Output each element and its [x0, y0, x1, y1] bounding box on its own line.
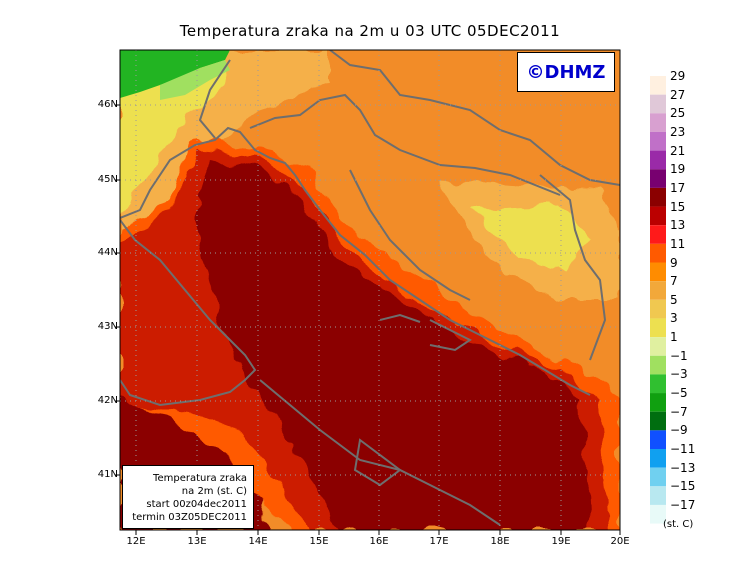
colorbar-level-label: 21 [670, 143, 686, 158]
dhmz-logo: ©DHMZ [517, 52, 615, 92]
lat-label: 42N [97, 395, 118, 406]
field-yellow-east [470, 205, 590, 270]
colorbar-swatch [650, 187, 666, 207]
info-line-2: na 2m (st. C) [181, 486, 247, 497]
info-line-3: start 00z04dec2011 [146, 499, 247, 510]
map-title: Temperatura zraka na 2m u 03 UTC 05DEC20… [179, 22, 561, 40]
colorbar-swatch [650, 225, 666, 244]
colorbar-swatch [650, 318, 666, 338]
temperature-field [120, 50, 620, 530]
colorbar-swatch [650, 243, 666, 263]
colorbar-level-label: 7 [670, 274, 678, 289]
colorbar-level-label: 1 [670, 330, 678, 345]
plot-frame [119, 49, 621, 531]
lon-label: 13E [187, 536, 207, 547]
lat-label: 45N [97, 174, 118, 185]
lon-label: 19E [551, 536, 571, 547]
colorbar-swatch [650, 337, 666, 356]
colorbar-swatch [650, 467, 666, 487]
colorbar-swatch [650, 281, 666, 300]
lat-label: 44N [97, 247, 118, 258]
lat-label: 41N [97, 469, 118, 480]
colorbar-level-label: −5 [670, 386, 688, 401]
colorbar-swatch [650, 393, 666, 412]
lon-label: 17E [429, 536, 449, 547]
lon-label: 18E [490, 536, 510, 547]
field-green-nw [120, 50, 230, 98]
colorbar-swatch [650, 299, 666, 319]
lon-label: 15E [309, 536, 329, 547]
colorbar-swatch [650, 430, 666, 449]
colorbar-level-label: −13 [670, 460, 696, 475]
colorbar-level-label: −15 [670, 479, 696, 494]
colorbar-swatch [650, 206, 666, 226]
colorbar-level-label: 15 [670, 199, 686, 214]
colorbar-level-label: 9 [670, 255, 678, 270]
colorbar-level-label: 5 [670, 292, 678, 307]
colorbar-swatch [650, 131, 666, 151]
colorbar-swatch [650, 411, 666, 431]
field-yellow-nw [120, 50, 230, 215]
info-line-4: termin 03Z05DEC2011 [132, 512, 247, 523]
colorbar-swatch [650, 169, 666, 188]
colorbar-level-label: −3 [670, 367, 688, 382]
lat-label: 46N [97, 99, 118, 110]
colorbar-level-label: −7 [670, 404, 688, 419]
field-light-green-nw [160, 60, 230, 100]
colorbar-swatch [650, 355, 666, 375]
colorbar-level-label: −1 [670, 348, 688, 363]
lat-label: 43N [97, 321, 118, 332]
colorbar-level-label: −11 [670, 442, 696, 456]
colorbar-level-label: 25 [670, 106, 686, 121]
colorbar-level-label: 27 [670, 87, 686, 102]
lon-label: 16E [369, 536, 389, 547]
colorbar [650, 76, 666, 524]
graticule [120, 50, 620, 530]
coastlines [120, 50, 620, 526]
colorbar-swatch [650, 150, 666, 170]
colorbar-swatch [650, 262, 666, 282]
colorbar-swatch [650, 94, 666, 114]
colorbar-unit: (st. C) [663, 519, 694, 530]
colorbar-swatch [650, 374, 666, 394]
lon-label: 20E [610, 536, 630, 547]
colorbar-level-label: 13 [670, 218, 686, 233]
info-line-1: Temperatura zraka [153, 473, 247, 484]
colorbar-level-label: 19 [670, 162, 686, 177]
field-deep-red [195, 160, 590, 530]
colorbar-swatch [650, 113, 666, 132]
colorbar-level-label: −9 [670, 423, 688, 438]
colorbar-level-label: 3 [670, 311, 678, 326]
colorbar-swatch [650, 449, 666, 468]
axis-ticks [115, 104, 621, 535]
colorbar-level-label: 29 [670, 69, 686, 83]
info-box: Temperatura zraka na 2m (st. C) start 00… [122, 465, 254, 529]
colorbar-level-label: 23 [670, 124, 686, 139]
colorbar-swatch [650, 76, 666, 95]
lon-label: 12E [126, 536, 146, 547]
colorbar-level-label: −17 [670, 497, 696, 512]
colorbar-swatch [650, 504, 666, 524]
lon-label: 14E [248, 536, 268, 547]
colorbar-level-label: 17 [670, 180, 686, 195]
colorbar-level-label: 11 [670, 236, 686, 251]
colorbar-swatch [650, 486, 666, 505]
